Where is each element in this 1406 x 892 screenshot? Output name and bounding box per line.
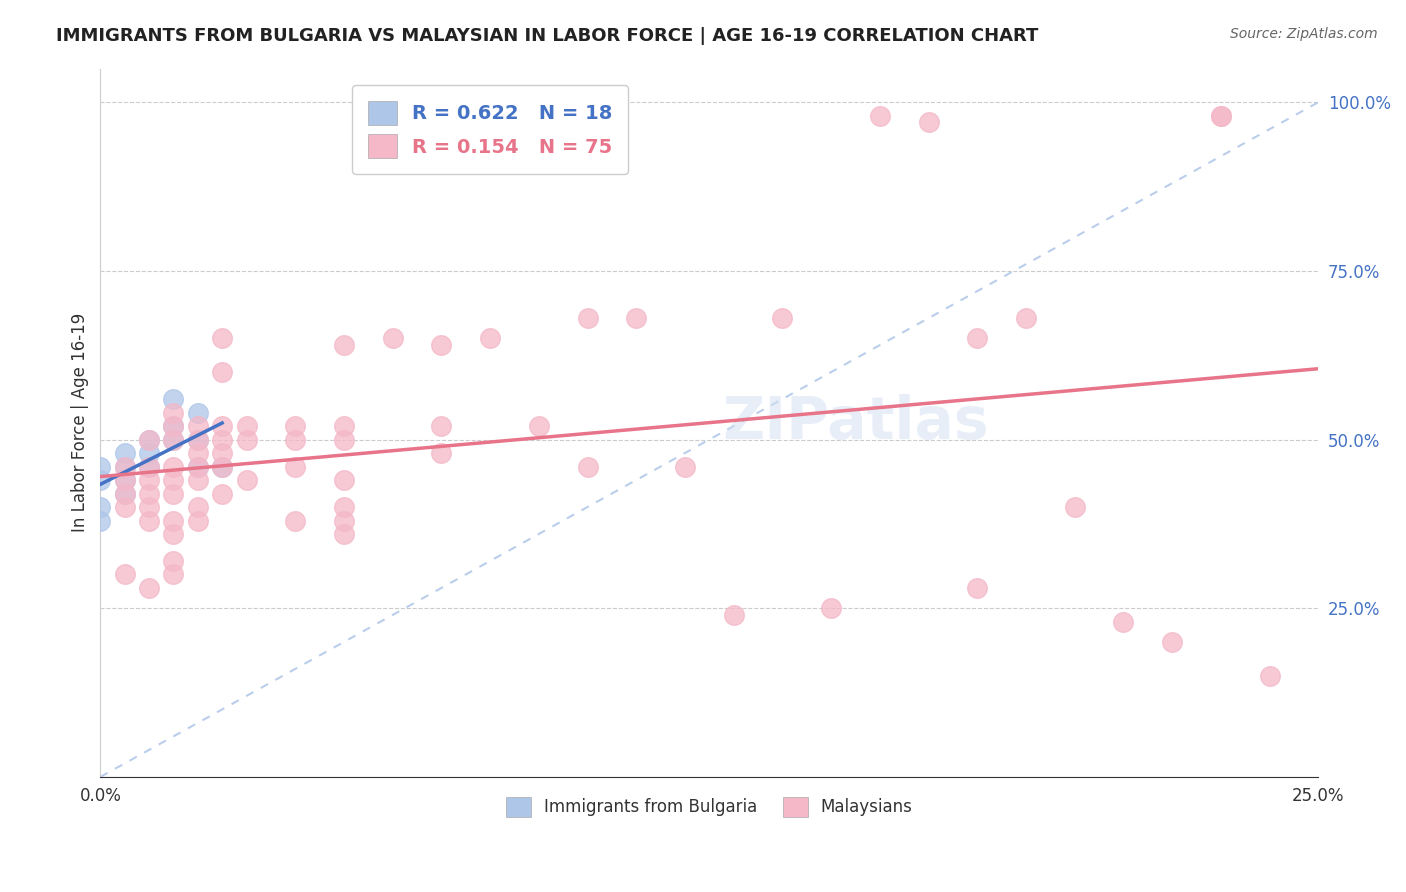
Point [162,514,184,528]
Point [479,331,502,345]
Point [1063,500,1085,514]
Point [576,311,599,326]
Point [211,486,233,500]
Point [284,419,307,434]
Point [187,514,209,528]
Point [430,446,453,460]
Point [138,459,160,474]
Point [211,433,233,447]
Point [138,500,160,514]
Point [1209,109,1232,123]
Point [187,446,209,460]
Point [187,500,209,514]
Text: Source: ZipAtlas.com: Source: ZipAtlas.com [1230,27,1378,41]
Point [114,459,136,474]
Point [211,459,233,474]
Point [1161,635,1184,649]
Legend: Immigrants from Bulgaria, Malaysians: Immigrants from Bulgaria, Malaysians [498,789,921,825]
Point [138,459,160,474]
Point [162,567,184,582]
Point [284,459,307,474]
Point [211,459,233,474]
Point [89,514,111,528]
Point [187,459,209,474]
Point [162,433,184,447]
Point [576,459,599,474]
Point [114,567,136,582]
Point [114,486,136,500]
Point [333,500,356,514]
Point [187,459,209,474]
Point [187,473,209,487]
Point [138,433,160,447]
Point [162,473,184,487]
Point [333,514,356,528]
Point [162,419,184,434]
Point [430,338,453,352]
Point [211,331,233,345]
Point [820,601,842,615]
Point [138,486,160,500]
Point [284,514,307,528]
Point [235,433,257,447]
Y-axis label: In Labor Force | Age 16-19: In Labor Force | Age 16-19 [72,313,89,533]
Point [235,419,257,434]
Point [162,527,184,541]
Point [333,433,356,447]
Point [187,406,209,420]
Point [770,311,793,326]
Point [114,500,136,514]
Point [114,459,136,474]
Point [211,446,233,460]
Point [162,406,184,420]
Point [187,433,209,447]
Point [114,486,136,500]
Point [138,581,160,595]
Point [723,607,745,622]
Point [138,433,160,447]
Point [430,419,453,434]
Point [673,459,696,474]
Point [333,419,356,434]
Point [138,446,160,460]
Point [162,392,184,406]
Point [333,473,356,487]
Point [966,581,988,595]
Text: IMMIGRANTS FROM BULGARIA VS MALAYSIAN IN LABOR FORCE | AGE 16-19 CORRELATION CHA: IMMIGRANTS FROM BULGARIA VS MALAYSIAN IN… [56,27,1039,45]
Point [381,331,404,345]
Point [162,554,184,568]
Point [333,338,356,352]
Point [89,473,111,487]
Point [235,473,257,487]
Point [187,419,209,434]
Point [869,109,891,123]
Point [1258,668,1281,682]
Point [333,527,356,541]
Point [114,446,136,460]
Point [1112,615,1135,629]
Point [114,473,136,487]
Point [138,514,160,528]
Point [89,500,111,514]
Point [162,419,184,434]
Text: ZIPatlas: ZIPatlas [723,394,988,451]
Point [211,419,233,434]
Point [89,459,111,474]
Point [162,459,184,474]
Point [162,486,184,500]
Point [187,433,209,447]
Point [162,433,184,447]
Point [626,311,648,326]
Point [114,473,136,487]
Point [917,115,939,129]
Point [527,419,550,434]
Point [1209,109,1232,123]
Point [966,331,988,345]
Point [138,473,160,487]
Point [1015,311,1038,326]
Point [211,365,233,379]
Point [284,433,307,447]
